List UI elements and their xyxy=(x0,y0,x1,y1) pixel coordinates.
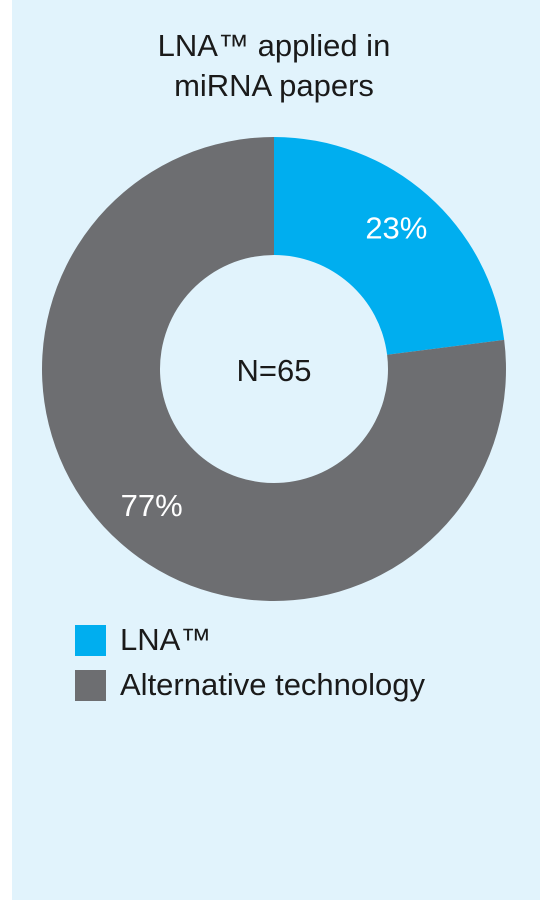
data-label: 23% xyxy=(365,210,427,245)
legend-label: Alternative technology xyxy=(120,667,426,702)
slice xyxy=(274,137,505,355)
data-label: 77% xyxy=(121,488,183,523)
legend-swatch xyxy=(75,625,106,656)
legend-label: LNA™ xyxy=(120,622,211,657)
center-annotation: N=65 xyxy=(237,353,312,388)
legend-swatch xyxy=(75,670,106,701)
slice xyxy=(42,137,507,601)
chart-title: LNA™ applied in miRNA papers xyxy=(157,28,391,103)
